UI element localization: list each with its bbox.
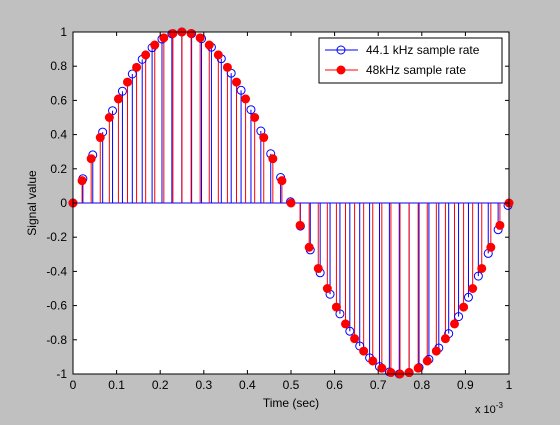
data-point	[236, 85, 246, 95]
x-axis-ticks: 0 0.1 0.2 0.3 0.4 0.5 0.6 0.7 0.8 0.9 1	[70, 32, 513, 392]
data-point	[204, 40, 214, 50]
x-tick-label: 0	[70, 378, 77, 392]
data-point	[195, 33, 205, 43]
data-point	[304, 242, 314, 252]
data-point	[331, 302, 341, 312]
data-point	[159, 33, 169, 43]
x-tick-label: 0.8	[413, 378, 430, 392]
data-point	[413, 363, 423, 373]
data-point	[127, 69, 137, 79]
legend-marker-44k	[336, 45, 346, 55]
data-point	[368, 356, 378, 366]
data-point	[77, 176, 87, 186]
y-tick-label: -1	[56, 367, 67, 381]
data-point	[222, 62, 232, 72]
x-tick-label: 0.6	[326, 378, 343, 392]
y-tick-label: -0.2	[46, 230, 67, 244]
data-point	[404, 368, 414, 378]
data-point	[473, 271, 483, 281]
data-point	[250, 113, 260, 122]
data-point	[295, 220, 305, 230]
data-point	[477, 263, 487, 273]
y-axis-ticks: -1 -0.8 -0.6 -0.4 -0.2 0 0.2 0.4 0.6 0.8 1	[46, 25, 509, 381]
y-tick-label: -0.4	[46, 264, 67, 278]
legend: 44.1 kHz sample rate 48kHz sample rate	[318, 37, 503, 84]
legend-label-48k: 48kHz sample rate	[366, 63, 466, 77]
data-point	[345, 326, 355, 336]
data-point	[350, 334, 360, 344]
y-tick-label: -0.6	[46, 299, 67, 313]
data-point	[286, 198, 296, 208]
data-point	[113, 94, 123, 104]
data-point	[431, 346, 441, 356]
x-tick-label: 0.5	[283, 378, 300, 392]
legend-box	[318, 37, 503, 84]
data-point	[468, 284, 478, 293]
legend-entry-44k: 44.1 kHz sample rate	[325, 43, 480, 57]
data-point	[313, 263, 323, 273]
data-point	[186, 28, 196, 38]
data-point	[259, 133, 269, 143]
y-tick-label: 0.6	[50, 93, 67, 107]
data-point	[459, 302, 469, 312]
data-point	[422, 356, 432, 366]
x-axis-multiplier: x 10-3	[475, 401, 503, 416]
data-point	[377, 363, 387, 373]
x-multiplier-exponent: -3	[496, 401, 504, 410]
y-axis-label: Signal value	[25, 170, 39, 236]
legend-label-44k: 44.1 kHz sample rate	[366, 43, 480, 57]
legend-marker-48k	[336, 65, 346, 75]
x-tick-label: 0.1	[108, 378, 125, 392]
x-tick-label: 0.9	[457, 378, 474, 392]
data-point	[95, 133, 105, 143]
y-tick-label: 1	[60, 25, 67, 39]
y-tick-label: 0.4	[50, 128, 67, 142]
y-tick-label: 0.2	[50, 162, 67, 176]
data-point	[463, 292, 473, 302]
y-tick-label: 0	[60, 196, 67, 210]
series-48k-markers	[68, 27, 514, 379]
data-point	[450, 319, 459, 329]
data-point	[440, 334, 450, 344]
y-tick-label: -0.8	[46, 333, 67, 347]
data-point	[104, 113, 114, 122]
x-tick-label: 0.2	[152, 378, 169, 392]
series-48k-stems	[81, 32, 501, 374]
data-point	[86, 154, 96, 164]
x-tick-label: 0.4	[239, 378, 256, 392]
data-point	[322, 284, 332, 293]
data-point	[141, 50, 151, 60]
x-tick-label: 0.7	[370, 378, 387, 392]
data-point	[232, 77, 241, 87]
data-point	[132, 62, 142, 72]
data-point	[386, 368, 396, 378]
data-point	[486, 242, 496, 252]
data-point	[241, 94, 251, 104]
legend-entry-48k: 48kHz sample rate	[325, 63, 466, 77]
data-point	[495, 220, 505, 230]
data-point	[268, 154, 278, 164]
data-point	[168, 28, 178, 38]
data-point	[341, 319, 350, 329]
data-point	[213, 50, 223, 60]
x-axis-label: Time (sec)	[263, 396, 319, 410]
data-point	[246, 105, 256, 115]
y-tick-label: 0.8	[50, 59, 67, 73]
data-point	[150, 40, 160, 50]
x-tick-label: 0.3	[195, 378, 212, 392]
x-multiplier-base: x 10	[475, 404, 496, 416]
data-point	[123, 77, 132, 87]
data-point	[117, 86, 127, 96]
data-point	[359, 346, 369, 356]
data-point	[277, 176, 287, 186]
data-point	[454, 312, 464, 322]
x-tick-label: 1	[506, 378, 513, 392]
